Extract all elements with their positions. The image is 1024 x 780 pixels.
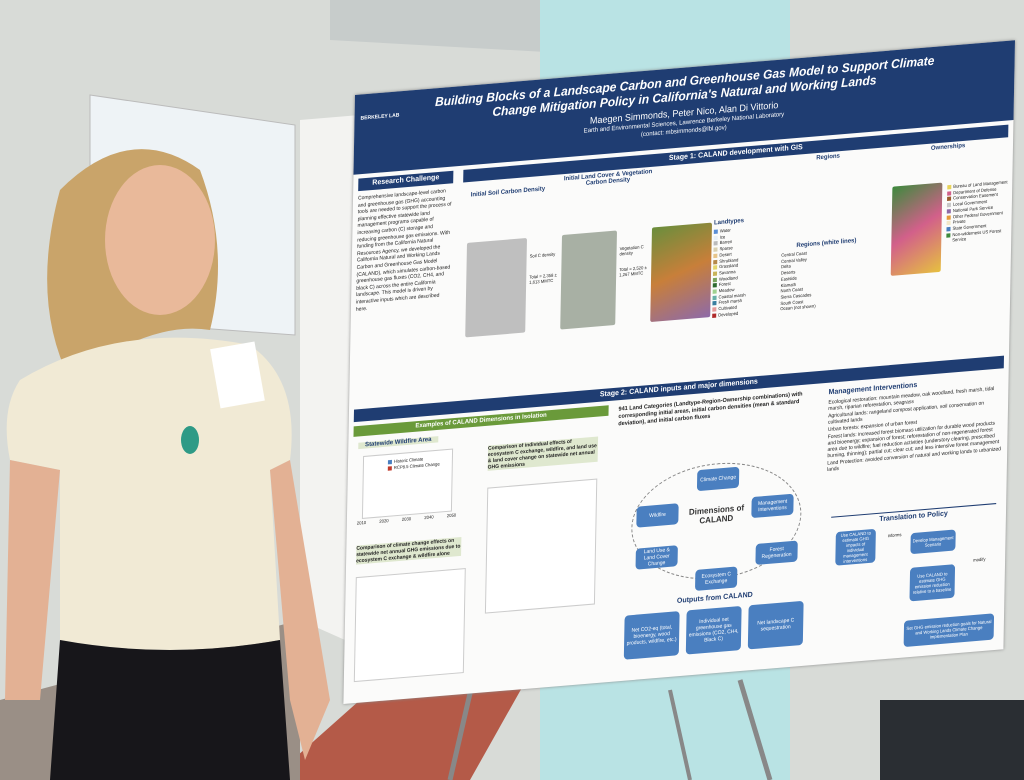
ecosystem-chart (484, 478, 598, 614)
legend-swatch (713, 253, 718, 258)
dimension-box: Forest Regeneration (755, 540, 798, 565)
arm (270, 460, 330, 760)
legend-swatch (712, 295, 717, 300)
x-tick-label: 2010 (356, 519, 367, 526)
poster-board (300, 115, 360, 640)
legend: Central Coast Central Valley Delta Deserts E… (780, 245, 876, 313)
x-tick-label: 2020 (379, 517, 389, 524)
translation-heading: Translation to Policy (831, 503, 997, 528)
legend-swatch (946, 214, 951, 220)
legend: Water Ice Barren Sparse Desert Shrubland Grass… (712, 224, 774, 319)
dimension-box: Climate Change (696, 466, 740, 492)
output-box: Net CO2-eq (total, bioenergy, wood produ… (623, 611, 680, 660)
research-text: Comprehensive landscape-level carbon and… (355, 188, 452, 313)
legend-swatch (712, 301, 717, 306)
arrow-label: informs (887, 531, 902, 539)
output-box: Net landscape C sequestration (747, 600, 804, 650)
soil-map (465, 237, 527, 338)
legend-swatch (946, 232, 951, 238)
face (105, 165, 215, 315)
legend-swatch (946, 226, 951, 232)
easel-leg (668, 689, 692, 780)
blouse (6, 337, 292, 650)
legend-swatch (713, 247, 718, 252)
chart-heading: Comparison of individual effects of ecos… (487, 436, 599, 471)
legend-swatch (713, 265, 718, 270)
legend-swatch (712, 271, 718, 276)
legend-swatch (712, 307, 717, 312)
ownership-map (890, 182, 943, 276)
easel-leg (737, 679, 773, 780)
skirt (50, 640, 290, 780)
legend-swatch (947, 196, 952, 202)
legend: Bureau of Land Management Department of D… (946, 179, 1012, 244)
dimension-box: Land Use & Land Cover Change (635, 545, 678, 570)
legend-swatch (712, 277, 717, 282)
legend-swatch (713, 241, 718, 246)
legend-swatch (947, 190, 952, 196)
legend-swatch (713, 235, 718, 240)
legend-swatch (712, 313, 717, 318)
pendant (181, 426, 199, 454)
chart-heading: Statewide Wildfire Area (358, 436, 439, 450)
bag (880, 700, 1024, 780)
legend-swatch (946, 208, 951, 214)
legend-swatch (713, 229, 718, 235)
legend-swatch (712, 283, 717, 288)
legend-swatch (387, 465, 392, 471)
management-list: Ecological restoration: mountain meadow,… (827, 385, 1003, 474)
dimension-box: Wildfire (636, 503, 679, 528)
x-tick-label: 2050 (446, 512, 457, 519)
x-tick-label: 2040 (424, 514, 434, 521)
map-total: Total = 2,358 ± 1,613 MMTC (529, 272, 557, 286)
landtype-map (650, 222, 712, 323)
ghg-chart (353, 568, 466, 683)
policy-step: Use CALAND to estimate GHG impacts of in… (835, 528, 876, 566)
column-heading: Initial Soil Carbon Density (470, 186, 546, 199)
name-badge (210, 341, 265, 409)
dimension-box: Management Interventions (751, 493, 794, 519)
policy-step: Develop Management Scenario (910, 529, 956, 555)
arrow-label: modify (973, 556, 986, 563)
legend-swatch (712, 289, 717, 294)
policy-step: Set GHG emission reduction goals for Nat… (903, 613, 995, 648)
chart-heading: Comparison of climate change effects on … (356, 536, 462, 565)
legend-swatch (946, 202, 951, 208)
legend-swatch (946, 220, 951, 226)
arm (5, 460, 60, 700)
output-box: Individual net greenhouse gas emissions … (685, 605, 742, 655)
map-total: Total = 2,520 ± 1,267 MMTC (619, 264, 647, 278)
policy-step: Use CALAND to estimate GHG emission redu… (909, 564, 956, 602)
vegetation-map (560, 230, 617, 330)
poster: BERKELEY LAB Building Blocks of a Landsc… (343, 40, 1016, 705)
map-label: Vegetation C density (619, 244, 644, 257)
x-tick-label: 2030 (401, 515, 412, 522)
legend-swatch (713, 259, 718, 264)
dimension-box: Ecosystem C Exchange (695, 566, 738, 591)
map-label: Soil C density (529, 251, 556, 259)
legend-swatch (947, 184, 952, 190)
legend-swatch (387, 459, 392, 465)
